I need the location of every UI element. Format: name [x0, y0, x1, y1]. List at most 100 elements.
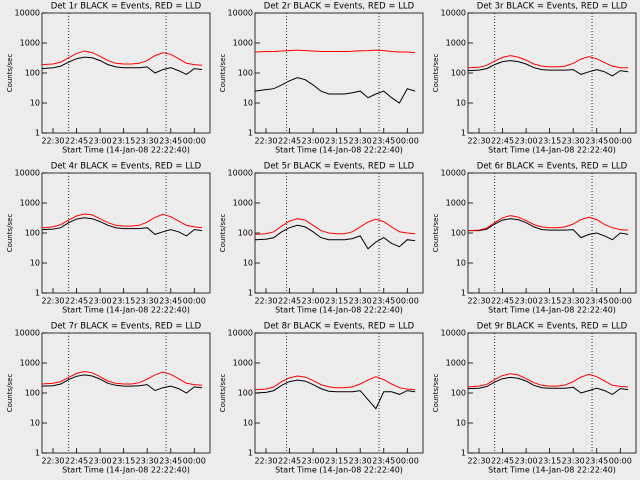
series-line: [254, 379, 416, 410]
x-axis-label: Start Time (14-Jan-08 22:22:40): [275, 146, 403, 155]
series-line: [254, 49, 416, 54]
x-axis-label: Start Time (14-Jan-08 22:22:40): [275, 466, 403, 475]
y-tick-label: 1000: [446, 199, 466, 208]
x-tick-label: 23:00: [302, 457, 325, 466]
y-tick-label: 10: [456, 419, 466, 428]
y-axis-label: Counts/sec: [219, 374, 227, 413]
x-tick-label: 23:30: [562, 137, 585, 146]
y-tick-label: 10000: [228, 169, 253, 178]
x-axis-label: Start Time (14-Jan-08 22:22:40): [275, 306, 403, 315]
x-tick-label: 23:15: [325, 297, 348, 306]
x-tick-label: 22:30: [467, 457, 490, 466]
x-axis-label: Start Time (14-Jan-08 22:22:40): [488, 306, 616, 315]
x-tick-label: 00:00: [609, 297, 632, 306]
y-tick-label: 100: [238, 389, 253, 398]
x-axis-label: Start Time (14-Jan-08 22:22:40): [62, 466, 190, 475]
x-tick-label: 22:30: [41, 297, 64, 306]
series-line: [41, 217, 203, 237]
y-tick-label: 100: [451, 389, 466, 398]
series-line: [467, 373, 629, 388]
y-axis-label: Counts/sec: [6, 214, 14, 253]
y-tick-label: 1: [248, 289, 253, 298]
x-tick-label: 23:15: [112, 457, 135, 466]
y-tick-label: 10: [243, 419, 253, 428]
x-tick-label: 23:30: [562, 297, 585, 306]
x-tick-label: 23:00: [302, 297, 325, 306]
x-tick-label: 23:30: [136, 137, 159, 146]
x-tick-label: 22:45: [278, 137, 301, 146]
y-tick-label: 10: [243, 99, 253, 108]
y-axis-label: Counts/sec: [432, 214, 440, 253]
x-tick-label: 00:00: [396, 457, 419, 466]
x-tick-label: 23:30: [136, 457, 159, 466]
y-tick-label: 100: [238, 229, 253, 238]
panel: Det 5r BLACK = Events, RED = LLD 1 10 100 10…: [219, 162, 424, 315]
y-tick-label: 1000: [20, 199, 40, 208]
y-tick-label: 10: [30, 99, 40, 108]
x-tick-label: 22:45: [491, 457, 514, 466]
x-tick-label: 23:00: [302, 137, 325, 146]
plot-frame: [41, 12, 211, 134]
y-tick-label: 1000: [233, 39, 253, 48]
x-tick-label: 23:45: [585, 457, 608, 466]
x-tick-label: 23:30: [349, 137, 372, 146]
panel: Det 1r BLACK = Events, RED = LLD 1 10 100 10…: [6, 2, 211, 155]
plot-frame: [467, 172, 637, 294]
x-tick-label: 23:15: [538, 297, 561, 306]
panel: Det 6r BLACK = Events, RED = LLD 1 10 100 10…: [432, 162, 637, 315]
series-line: [254, 224, 416, 250]
y-tick-label: 10000: [15, 9, 40, 18]
x-axis-label: Start Time (14-Jan-08 22:22:40): [62, 306, 190, 315]
y-tick-label: 1: [248, 129, 253, 138]
y-tick-label: 1: [461, 129, 466, 138]
y-tick-label: 10: [456, 99, 466, 108]
series-line: [467, 55, 629, 69]
x-tick-label: 22:45: [65, 137, 88, 146]
y-tick-label: 10000: [441, 9, 466, 18]
y-tick-label: 10: [456, 259, 466, 268]
x-tick-label: 00:00: [396, 297, 419, 306]
x-tick-label: 22:45: [491, 297, 514, 306]
series-line: [41, 56, 203, 75]
x-axis-label: Start Time (14-Jan-08 22:22:40): [62, 146, 190, 155]
y-tick-label: 1000: [20, 39, 40, 48]
series-line: [467, 215, 629, 232]
x-tick-label: 23:15: [538, 457, 561, 466]
x-tick-label: 23:45: [159, 297, 182, 306]
x-tick-label: 23:30: [562, 457, 585, 466]
x-tick-label: 23:30: [136, 297, 159, 306]
x-tick-label: 00:00: [609, 137, 632, 146]
y-tick-label: 1: [248, 449, 253, 458]
x-tick-label: 22:30: [467, 137, 490, 146]
plot-frame: [41, 332, 211, 454]
x-tick-label: 23:15: [325, 137, 348, 146]
y-tick-label: 1000: [20, 359, 40, 368]
x-tick-label: 22:30: [41, 137, 64, 146]
y-axis-label: Counts/sec: [219, 214, 227, 253]
y-tick-label: 10000: [15, 329, 40, 338]
x-tick-label: 00:00: [609, 457, 632, 466]
x-tick-label: 00:00: [183, 297, 206, 306]
y-tick-label: 100: [238, 69, 253, 78]
x-tick-label: 23:00: [515, 297, 538, 306]
y-tick-label: 10: [30, 259, 40, 268]
series-line: [467, 60, 629, 77]
x-tick-label: 00:00: [183, 457, 206, 466]
x-tick-label: 23:00: [515, 137, 538, 146]
y-axis-label: Counts/sec: [432, 54, 440, 93]
y-tick-label: 1: [35, 129, 40, 138]
panel: Det 9r BLACK = Events, RED = LLD 1 10 100 10…: [432, 322, 637, 475]
x-tick-label: 22:30: [467, 297, 490, 306]
y-tick-label: 100: [25, 229, 40, 238]
chart-title: Det 4r BLACK = Events, RED = LLD: [51, 162, 202, 172]
x-tick-label: 22:45: [278, 297, 301, 306]
y-tick-label: 1: [461, 289, 466, 298]
y-tick-label: 100: [451, 69, 466, 78]
y-axis-label: Counts/sec: [432, 374, 440, 413]
x-tick-label: 23:15: [112, 137, 135, 146]
x-tick-label: 23:45: [372, 457, 395, 466]
chart-title: Det 7r BLACK = Events, RED = LLD: [51, 322, 202, 332]
y-axis-label: Counts/sec: [219, 54, 227, 93]
x-tick-label: 22:45: [65, 297, 88, 306]
chart-title: Det 2r BLACK = Events, RED = LLD: [264, 2, 415, 12]
